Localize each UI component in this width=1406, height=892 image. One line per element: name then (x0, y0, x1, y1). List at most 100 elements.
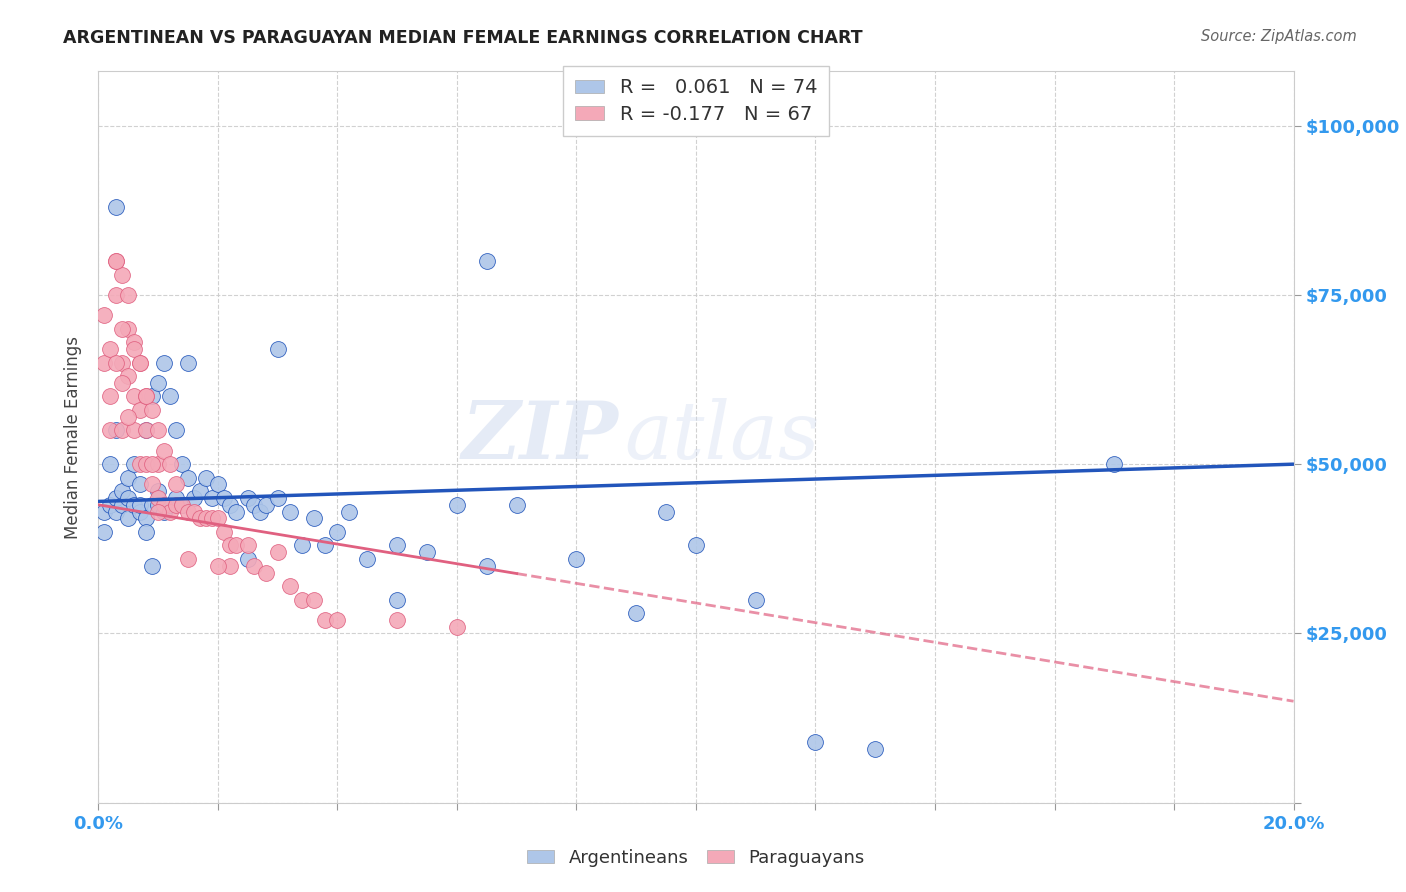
Point (105, 254, 128, 268)
Point (135, 389, 157, 403)
Point (267, 545, 290, 559)
Point (135, 423, 157, 437)
Point (148, 484, 170, 499)
Point (141, 558, 163, 573)
Point (475, 254, 498, 268)
Point (416, 545, 439, 559)
Text: ZIP: ZIP (461, 399, 619, 475)
Point (124, 389, 146, 403)
Point (267, 491, 290, 505)
Point (141, 403, 163, 417)
Point (105, 491, 128, 505)
Point (129, 477, 152, 491)
Point (207, 558, 229, 573)
Point (804, 735, 827, 749)
Point (195, 511, 218, 525)
Point (135, 457, 157, 471)
Point (165, 477, 187, 491)
Point (243, 558, 266, 573)
Point (315, 613, 337, 627)
Point (105, 505, 128, 519)
Point (124, 457, 146, 471)
Point (302, 592, 325, 607)
Point (135, 423, 157, 437)
Point (183, 491, 205, 505)
Point (291, 538, 314, 552)
Point (655, 505, 678, 519)
Point (141, 389, 163, 403)
Point (385, 613, 409, 627)
Point (159, 498, 181, 512)
Point (148, 491, 170, 505)
Point (129, 355, 152, 369)
Point (291, 592, 314, 607)
Point (356, 552, 378, 566)
Point (117, 471, 139, 485)
Point (165, 491, 187, 505)
Point (124, 423, 146, 437)
Point (446, 498, 468, 512)
Point (93, 308, 115, 322)
Point (302, 511, 325, 525)
Point (177, 552, 200, 566)
Point (111, 322, 134, 336)
Point (195, 471, 218, 485)
Point (98, 389, 122, 403)
Point (148, 498, 170, 512)
Point (165, 423, 187, 437)
Point (225, 505, 247, 519)
Point (124, 342, 146, 356)
Point (219, 538, 242, 552)
Point (117, 322, 139, 336)
Point (159, 505, 181, 519)
Point (148, 376, 170, 390)
Point (117, 288, 139, 302)
Point (98, 423, 122, 437)
Point (148, 423, 170, 437)
Point (98, 457, 122, 471)
Point (111, 423, 134, 437)
Point (201, 511, 224, 525)
Point (129, 403, 152, 417)
Point (385, 538, 409, 552)
Point (207, 511, 229, 525)
Point (1104, 457, 1126, 471)
Point (93, 524, 115, 539)
Point (153, 498, 176, 512)
Point (385, 592, 409, 607)
Point (219, 498, 242, 512)
Point (141, 477, 163, 491)
Point (177, 505, 200, 519)
Point (177, 471, 200, 485)
Point (93, 505, 115, 519)
Point (172, 457, 194, 471)
Point (117, 369, 139, 384)
Point (111, 268, 134, 282)
Point (159, 389, 181, 403)
Point (105, 355, 128, 369)
Point (105, 254, 128, 268)
Point (135, 524, 157, 539)
Point (105, 200, 128, 214)
Point (105, 423, 128, 437)
Point (135, 511, 157, 525)
Point (219, 558, 242, 573)
Point (278, 579, 301, 593)
Point (124, 498, 146, 512)
Point (153, 443, 176, 458)
Point (326, 524, 349, 539)
Point (201, 491, 224, 505)
Point (165, 498, 187, 512)
Point (685, 538, 707, 552)
Point (212, 491, 235, 505)
Point (117, 491, 139, 505)
Point (254, 566, 277, 580)
Point (172, 498, 194, 512)
Point (98, 498, 122, 512)
Point (111, 484, 134, 499)
Point (129, 498, 152, 512)
Point (172, 498, 194, 512)
Point (249, 505, 271, 519)
Point (475, 558, 498, 573)
Point (745, 592, 768, 607)
